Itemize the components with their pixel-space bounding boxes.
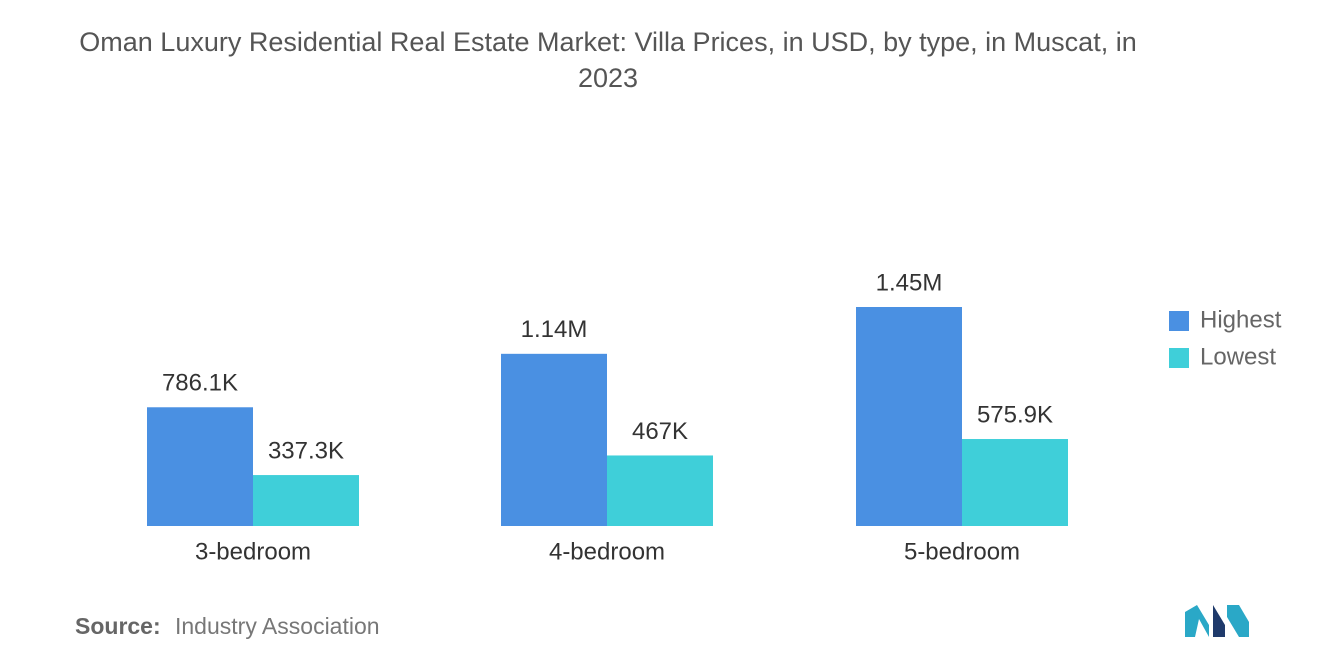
chart-title: Oman Luxury Residential Real Estate Mark…: [79, 27, 1137, 93]
logo-shape: [1227, 605, 1249, 637]
logo-shape: [1213, 605, 1225, 637]
bar: [501, 353, 607, 526]
legend-label: Lowest: [1200, 343, 1276, 370]
source: Industry Association: [175, 613, 380, 639]
source-label: Source:: [75, 613, 161, 639]
x-tick-label: 5-bedroom: [904, 538, 1020, 565]
bar: [962, 439, 1068, 526]
bar: [607, 455, 713, 526]
data-label: 337.3K: [268, 437, 344, 464]
legend-label: Highest: [1200, 306, 1282, 333]
legend-swatch: [1169, 348, 1189, 368]
bar: [253, 475, 359, 526]
data-label: 575.9K: [977, 401, 1053, 428]
data-label: 786.1K: [162, 370, 238, 397]
bar: [147, 407, 253, 526]
data-label: 1.45M: [876, 269, 943, 296]
x-tick-label: 4-bedroom: [549, 538, 665, 565]
x-tick-label: 3-bedroom: [195, 538, 311, 565]
bar: [856, 307, 962, 526]
legend-swatch: [1169, 311, 1189, 331]
data-label: 467K: [632, 418, 688, 445]
data-label: 1.14M: [521, 316, 588, 343]
logo: [1185, 605, 1249, 637]
logo-shape: [1185, 605, 1209, 637]
